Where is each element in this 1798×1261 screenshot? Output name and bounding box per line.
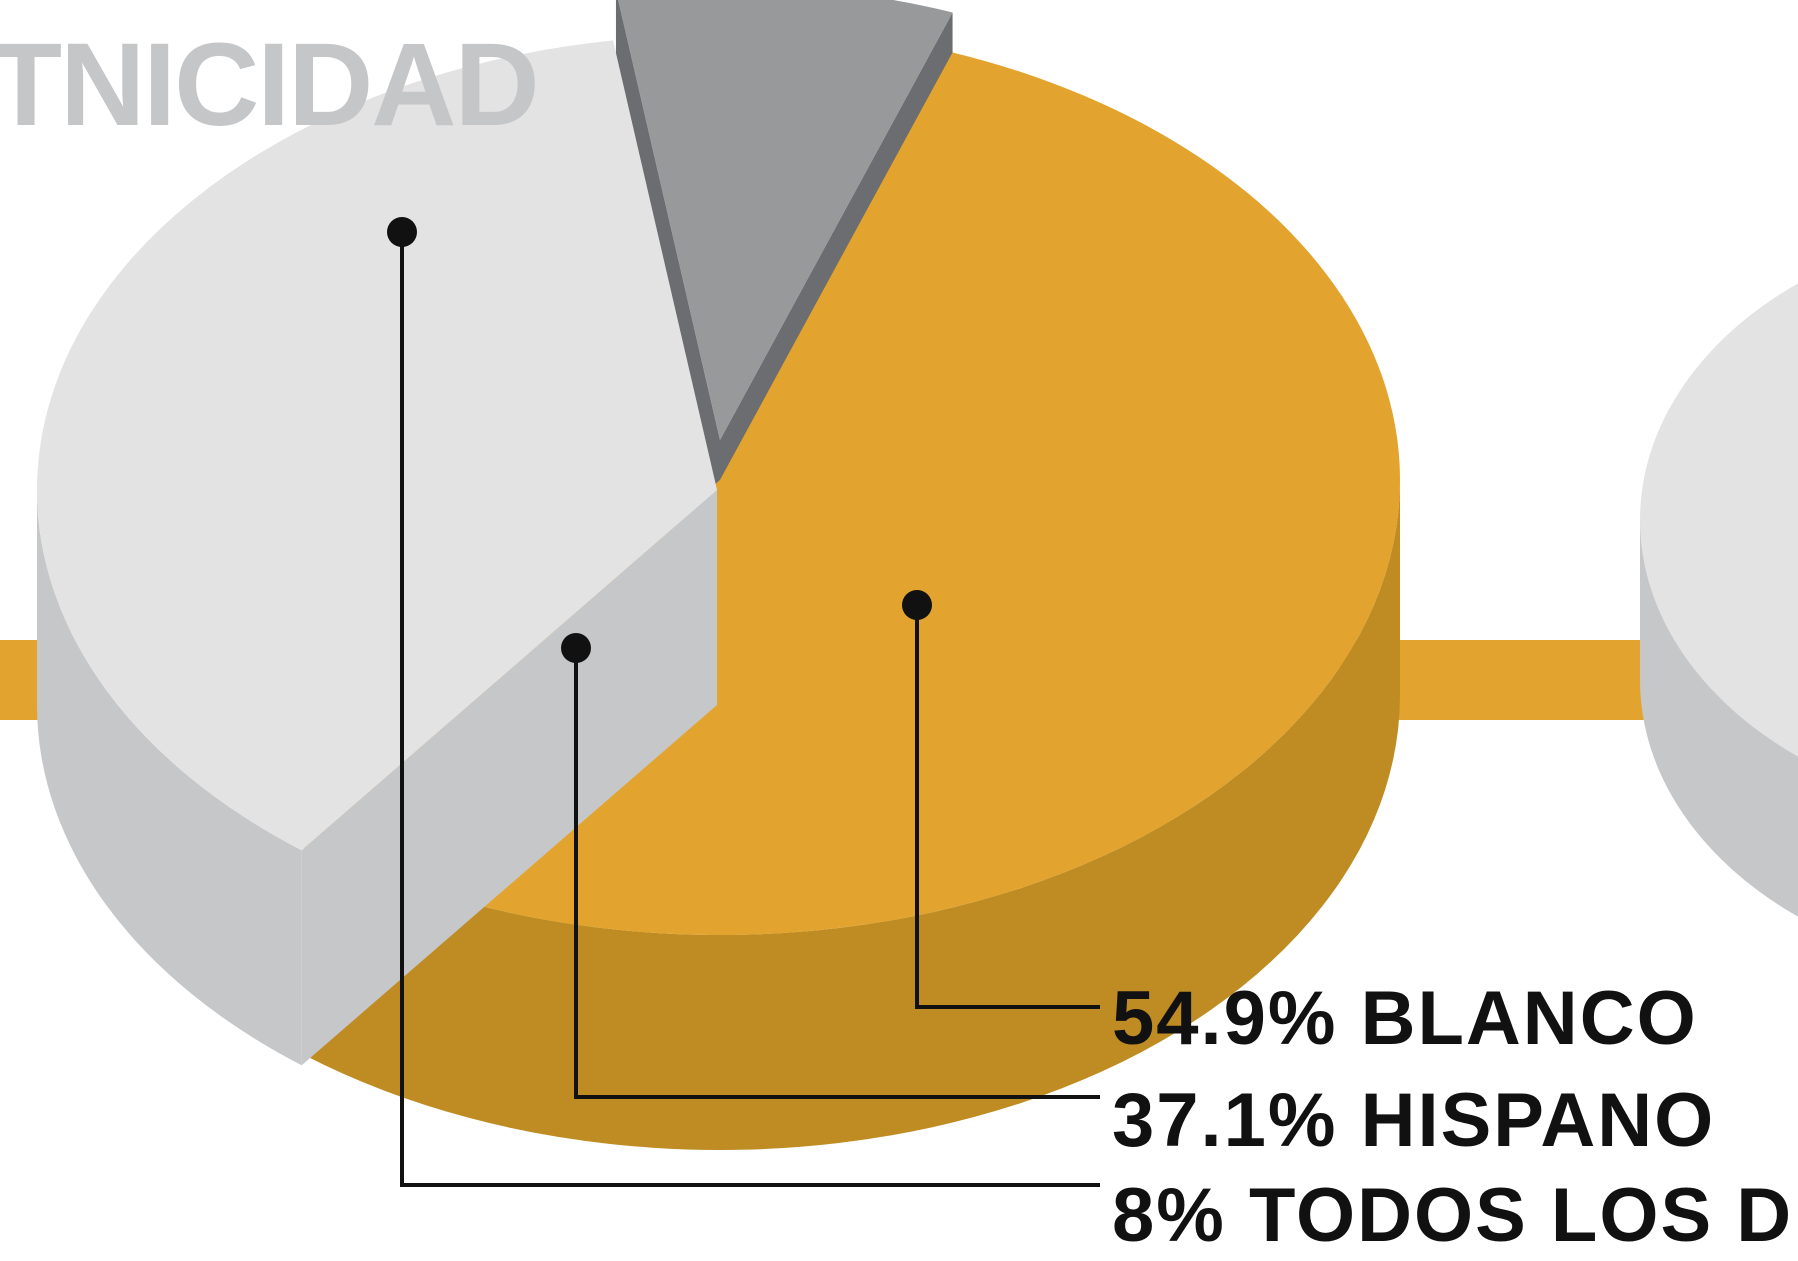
chart-title: TNICIDAD (0, 19, 538, 151)
leader-lines (387, 217, 1100, 1187)
pie-3d (36, 0, 1400, 1150)
second-pie-partial (1640, 283, 1798, 917)
slice-top (36, 40, 718, 851)
slice-top (618, 0, 953, 440)
anchor-dot-blanco (902, 590, 932, 620)
second-pie-top (1640, 283, 1798, 757)
leader-line-otros (400, 232, 1100, 1187)
label-hispano: 37.1% HISPANO (1112, 1078, 1715, 1163)
anchor-dot-otros (387, 217, 417, 247)
slice-cut-face (301, 490, 717, 1066)
slice-side (304, 480, 1400, 1150)
label-otros: 8% TODOS LOS DEMAS (1112, 1173, 1798, 1258)
pie-slice-hispano (36, 40, 718, 1066)
label-blanco: 54.9% BLANCO (1112, 976, 1698, 1061)
slice-side (37, 490, 302, 1066)
anchor-dot-hispano (561, 633, 591, 663)
leader-line-hispano (574, 648, 1100, 1099)
leader-line-blanco (915, 605, 1100, 1009)
